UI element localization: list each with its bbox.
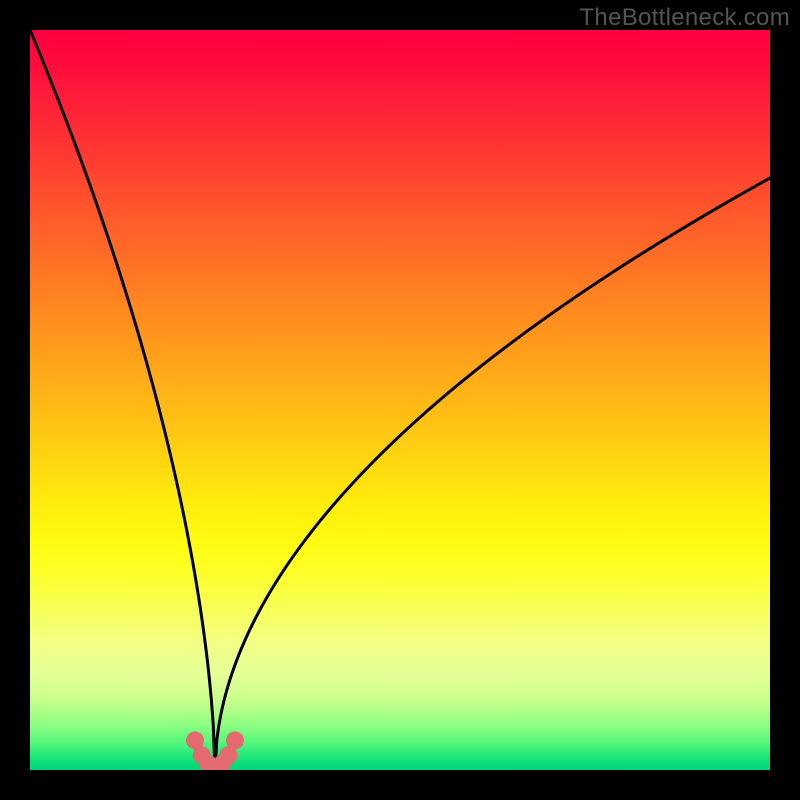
marker-dot <box>226 731 244 749</box>
plot-background <box>30 30 770 770</box>
chart-stage: TheBottleneck.com <box>0 0 800 800</box>
bottleneck-curve-chart <box>0 0 800 800</box>
watermark-text: TheBottleneck.com <box>579 4 790 32</box>
